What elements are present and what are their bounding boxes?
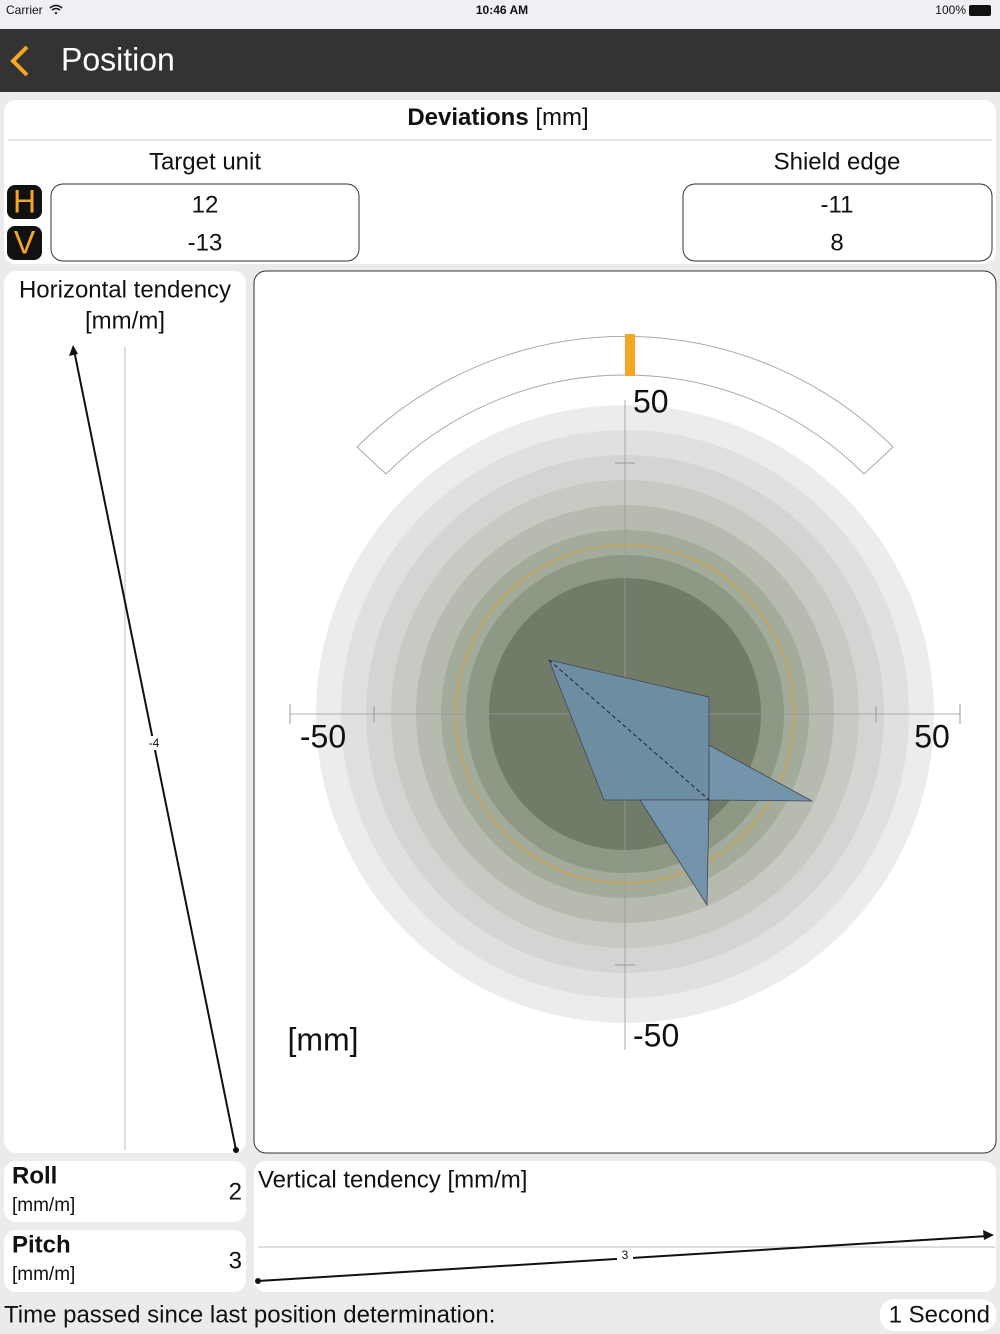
shield-edge-box (682, 183, 993, 262)
pitch-panel (4, 1230, 246, 1292)
vertical-tendency-value: 3 (622, 1248, 629, 1262)
x-tick-label: -50 (300, 718, 346, 754)
vertical-tendency-title: Vertical tendency [mm/m] (258, 1166, 527, 1193)
footer-label: Time passed since last position determin… (4, 1301, 495, 1328)
shield-shape (639, 799, 710, 907)
v-badge (7, 226, 42, 260)
h-badge (7, 185, 42, 219)
plot-unit: [mm] (287, 1021, 358, 1057)
battery-icon (969, 5, 991, 16)
h-badge-text: H (13, 183, 36, 219)
roll-arc (356, 335, 894, 475)
target-h: 12 (192, 191, 219, 218)
v-badge-text: V (14, 224, 36, 260)
horizontal-tendency-title: Horizontal tendency (19, 276, 231, 303)
wifi-icon (49, 4, 63, 15)
pitch-unit: [mm/m] (12, 1264, 75, 1285)
shield-shape (708, 744, 813, 802)
pitch-label: Pitch (12, 1231, 71, 1258)
roll-unit: [mm/m] (12, 1195, 75, 1216)
shield-edge-label: Shield edge (774, 148, 901, 175)
deviations-title: Deviations [mm] (407, 104, 588, 131)
shield-h: -11 (821, 191, 854, 218)
roll-panel (4, 1161, 246, 1222)
roll-label: Roll (12, 1162, 57, 1189)
arrow-head (69, 345, 78, 356)
y-tick-label: -50 (633, 1017, 679, 1053)
horizontal-tendency-value: -4 (149, 736, 160, 750)
carrier: Carrier (6, 3, 43, 17)
line-start (255, 1278, 261, 1284)
footer-pill (880, 1299, 996, 1331)
battery-text: 100% (935, 3, 966, 17)
back-button[interactable] (10, 45, 29, 77)
target-unit-label: Target unit (149, 148, 261, 175)
label-bg (617, 1249, 633, 1263)
connector (548, 659, 710, 801)
unit: [mm] (535, 104, 588, 131)
shield-v: 8 (830, 229, 843, 256)
y-tick-label: 50 (633, 383, 669, 419)
line-start (233, 1147, 239, 1153)
label-bg (146, 736, 162, 750)
vertical-tendency-panel (254, 1161, 996, 1292)
roll-value: 2 (229, 1178, 242, 1205)
title: Deviations (407, 104, 528, 131)
nav-title: Position (61, 41, 175, 77)
x-tick-label: 50 (914, 718, 950, 754)
footer-value: 1 Second (889, 1301, 990, 1328)
arrow-head (983, 1230, 994, 1240)
clock: 10:46 AM (476, 3, 528, 17)
target-v: -13 (188, 229, 223, 256)
horizontal-tendency-unit: [mm/m] (85, 307, 165, 334)
pitch-value: 3 (229, 1247, 242, 1274)
target-unit-box (50, 183, 360, 262)
status-bar (0, 0, 1000, 29)
roll-indicator (625, 334, 635, 376)
nav-bar (0, 29, 1000, 92)
